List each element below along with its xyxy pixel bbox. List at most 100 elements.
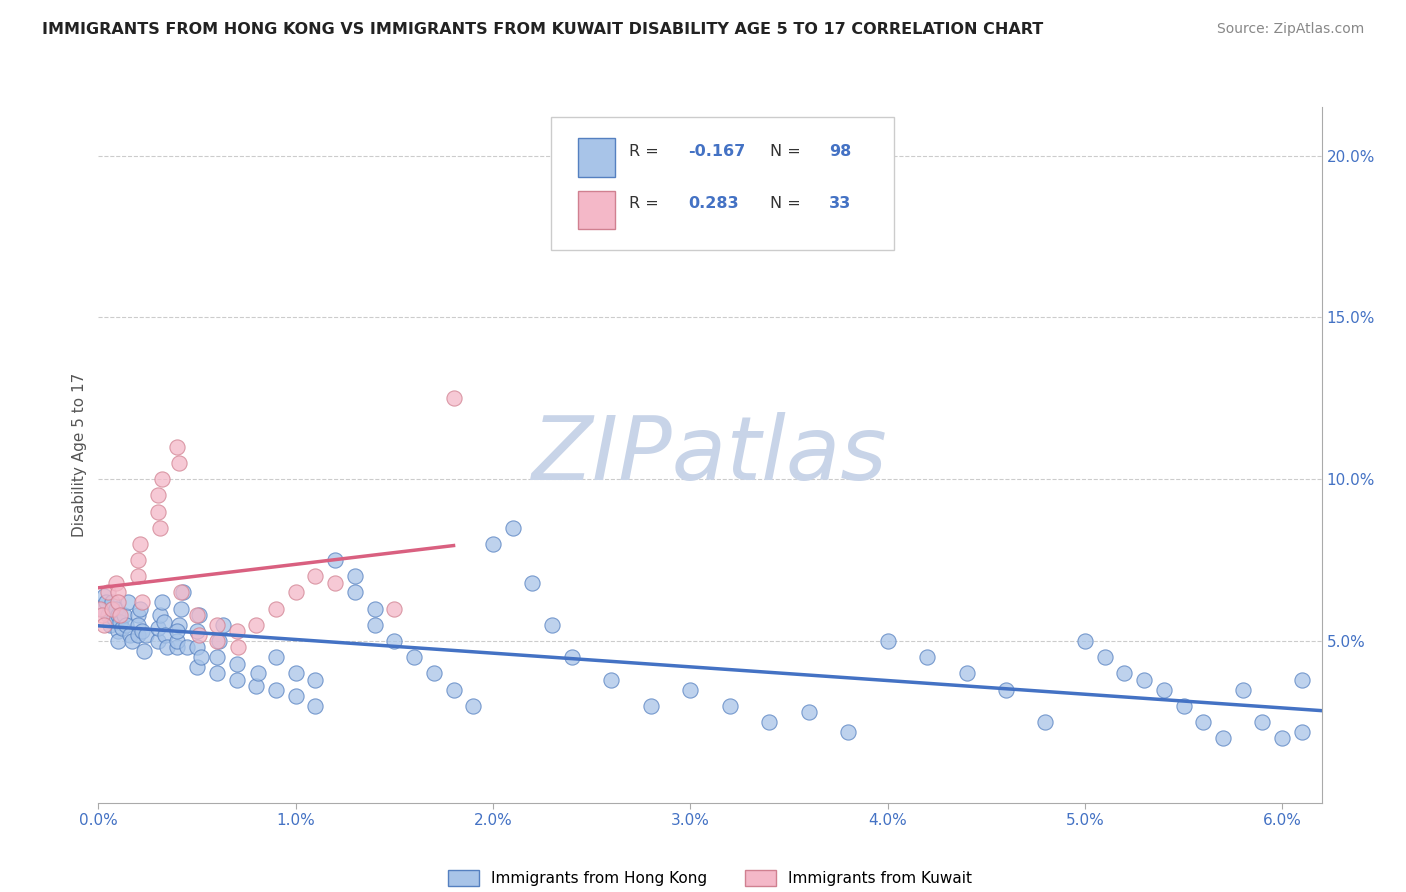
- Point: [404, 650, 426, 665]
- Point: [245, 617, 267, 632]
- Point: [205, 650, 228, 665]
- Point: [166, 634, 188, 648]
- Point: [117, 595, 139, 609]
- Point: [107, 608, 129, 623]
- Point: [718, 698, 741, 713]
- Point: [169, 617, 191, 632]
- Point: [128, 601, 150, 615]
- Point: [149, 521, 172, 535]
- Point: [101, 601, 124, 615]
- Point: [115, 617, 138, 632]
- FancyBboxPatch shape: [578, 138, 614, 177]
- Point: [186, 640, 208, 655]
- Point: [1291, 724, 1313, 739]
- Text: 0.283: 0.283: [688, 196, 738, 211]
- Point: [264, 601, 287, 615]
- Point: [994, 682, 1017, 697]
- Point: [186, 608, 208, 623]
- Point: [108, 608, 131, 623]
- Point: [170, 601, 193, 615]
- Point: [186, 660, 208, 674]
- Point: [146, 504, 169, 518]
- Point: [343, 585, 366, 599]
- Point: [1291, 673, 1313, 687]
- Point: [1035, 714, 1057, 729]
- Text: 33: 33: [828, 196, 851, 211]
- Text: IMMIGRANTS FROM HONG KONG VS IMMIGRANTS FROM KUWAIT DISABILITY AGE 5 TO 17 CORRE: IMMIGRANTS FROM HONG KONG VS IMMIGRANTS …: [42, 22, 1043, 37]
- Text: Source: ZipAtlas.com: Source: ZipAtlas.com: [1216, 22, 1364, 37]
- Point: [284, 585, 307, 599]
- Point: [155, 627, 177, 641]
- Point: [502, 521, 524, 535]
- Point: [1094, 650, 1116, 665]
- Point: [128, 537, 150, 551]
- Point: [127, 553, 149, 567]
- Point: [98, 617, 121, 632]
- Point: [135, 627, 157, 641]
- Point: [166, 640, 188, 655]
- Point: [225, 657, 247, 671]
- Point: [245, 679, 267, 693]
- FancyBboxPatch shape: [551, 118, 894, 250]
- Text: 98: 98: [828, 144, 851, 159]
- Point: [1232, 682, 1254, 697]
- Point: [146, 488, 169, 502]
- Point: [284, 666, 307, 681]
- Text: N =: N =: [770, 196, 806, 211]
- Point: [225, 624, 247, 639]
- Y-axis label: Disability Age 5 to 17: Disability Age 5 to 17: [72, 373, 87, 537]
- Point: [205, 634, 228, 648]
- Point: [1212, 731, 1234, 745]
- Point: [915, 650, 938, 665]
- Point: [96, 595, 118, 609]
- Point: [93, 589, 115, 603]
- Point: [149, 608, 172, 623]
- Point: [127, 569, 149, 583]
- Point: [150, 472, 173, 486]
- Point: [304, 569, 326, 583]
- Point: [186, 624, 208, 639]
- FancyBboxPatch shape: [578, 191, 614, 229]
- Point: [118, 627, 141, 641]
- Point: [955, 666, 977, 681]
- Point: [108, 615, 131, 629]
- Point: [112, 608, 135, 623]
- Point: [264, 682, 287, 697]
- Point: [423, 666, 446, 681]
- Legend: Immigrants from Hong Kong, Immigrants from Kuwait: Immigrants from Hong Kong, Immigrants fr…: [441, 864, 979, 892]
- Point: [91, 608, 114, 623]
- Point: [127, 608, 149, 623]
- Point: [1173, 698, 1195, 713]
- Point: [463, 698, 485, 713]
- Point: [1192, 714, 1215, 729]
- Point: [103, 611, 125, 625]
- Point: [131, 595, 153, 609]
- Point: [284, 689, 307, 703]
- Point: [225, 673, 247, 687]
- Point: [111, 621, 134, 635]
- Point: [208, 634, 231, 648]
- Point: [152, 615, 174, 629]
- Point: [107, 585, 129, 599]
- Point: [679, 682, 702, 697]
- Point: [107, 595, 129, 609]
- Point: [264, 650, 287, 665]
- Point: [146, 621, 169, 635]
- Point: [323, 553, 346, 567]
- Text: N =: N =: [770, 144, 806, 159]
- Point: [758, 714, 780, 729]
- Point: [443, 392, 465, 406]
- Point: [105, 601, 128, 615]
- Point: [541, 617, 564, 632]
- Text: R =: R =: [630, 196, 664, 211]
- Point: [169, 456, 191, 470]
- Point: [166, 440, 188, 454]
- Point: [93, 617, 115, 632]
- Point: [91, 601, 114, 615]
- Point: [121, 634, 143, 648]
- Point: [323, 575, 346, 590]
- Point: [107, 624, 129, 639]
- Point: [170, 585, 193, 599]
- Point: [482, 537, 505, 551]
- Point: [97, 608, 120, 623]
